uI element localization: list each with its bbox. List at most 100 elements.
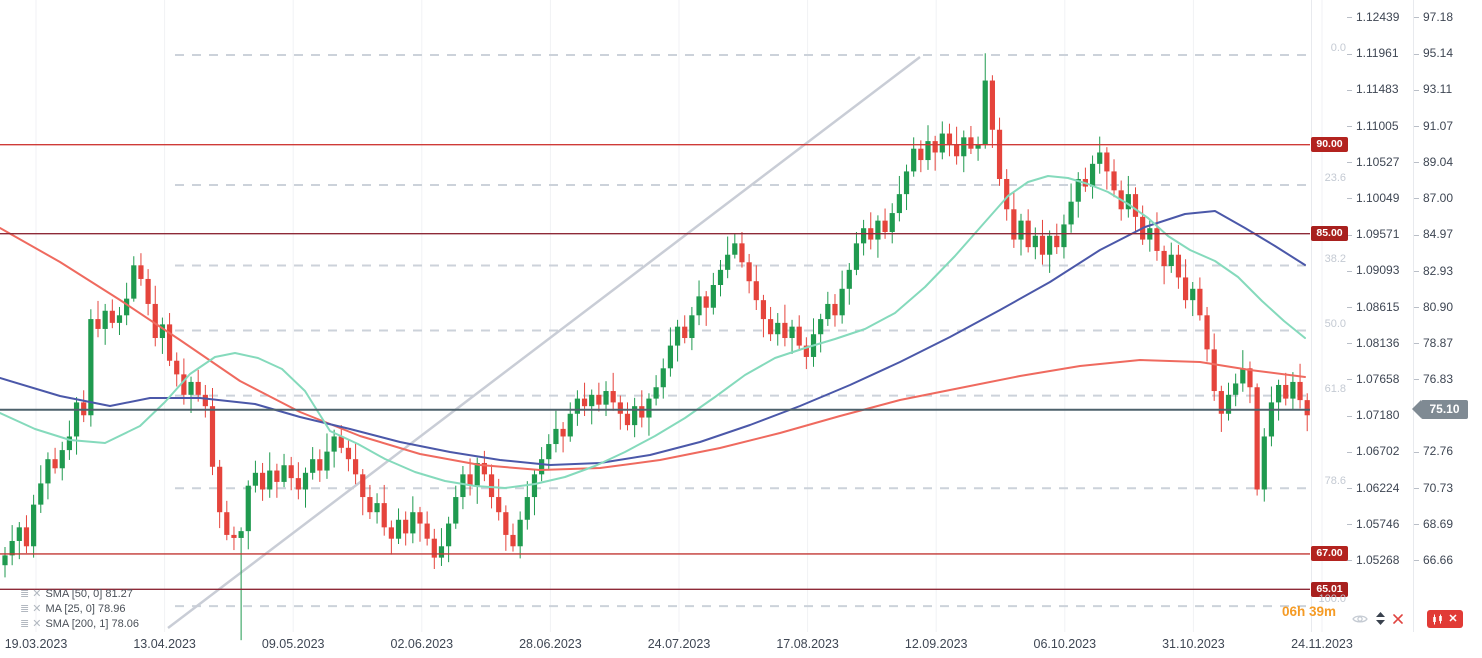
- close-icon[interactable]: ✕: [32, 588, 42, 600]
- candle-body: [789, 326, 795, 339]
- legend-row: ≣ ✕ MA [25, 0] 78.96: [20, 601, 139, 616]
- candle-body: [438, 546, 445, 558]
- candle-body: [1039, 235, 1046, 255]
- candle-body: [653, 387, 659, 399]
- candle-body: [410, 512, 416, 534]
- candle-body: [145, 278, 151, 304]
- candle-body: [209, 406, 216, 467]
- candle-body: [1297, 381, 1303, 401]
- candle-body: [1054, 235, 1060, 248]
- candle-body: [417, 512, 423, 524]
- candle-body: [474, 462, 480, 486]
- settings-icon[interactable]: ≣: [20, 618, 29, 630]
- candle-body: [331, 436, 337, 452]
- candle-body: [624, 413, 631, 426]
- close-icon[interactable]: ✕: [32, 618, 42, 630]
- date-axis-label: 12.09.2023: [904, 637, 968, 651]
- price-axis-tick: 1.07658: [1347, 372, 1399, 386]
- settings-icon[interactable]: ≣: [20, 603, 29, 615]
- candle-body: [195, 381, 201, 395]
- indicator-axis-tick: 89.04: [1414, 155, 1453, 169]
- candle-body: [131, 265, 137, 299]
- candle-body: [1154, 228, 1160, 251]
- candle-body: [567, 413, 573, 437]
- candle-body: [496, 497, 502, 513]
- level-badge[interactable]: 85.00: [1311, 226, 1348, 242]
- candle-body: [1068, 201, 1074, 225]
- candle-body: [9, 540, 15, 556]
- indicator-axis-tick: 97.18: [1414, 10, 1453, 24]
- candle-body: [982, 80, 988, 145]
- candle-body: [181, 374, 187, 395]
- auto-scale-icon[interactable]: [1375, 612, 1386, 625]
- candle-body: [1233, 383, 1239, 395]
- date-axis-label: 02.06.2023: [390, 637, 454, 651]
- candle-body: [660, 368, 666, 388]
- candle-body: [245, 485, 251, 532]
- candle-body: [739, 243, 745, 263]
- candle-body: [66, 436, 72, 451]
- candle-body: [696, 296, 702, 316]
- price-axis-tick: 1.11005: [1347, 119, 1399, 133]
- candle-body: [767, 319, 774, 335]
- indicator-axis-tick: 68.69: [1414, 517, 1453, 531]
- axis-separator: [1311, 0, 1312, 632]
- candle-body: [52, 459, 58, 469]
- price-axis-tick: 1.08615: [1347, 300, 1399, 314]
- date-axis-label: 28.06.2023: [519, 637, 582, 651]
- candle-body: [188, 381, 194, 395]
- candle-body: [95, 319, 101, 329]
- level-badge[interactable]: 90.00: [1311, 137, 1348, 153]
- candle-body: [88, 319, 94, 416]
- candle-body: [59, 450, 65, 469]
- eye-icon[interactable]: [1352, 613, 1368, 625]
- indicator-axis-tick: 70.73: [1414, 481, 1453, 495]
- indicator-axis-tick: 82.93: [1414, 264, 1453, 278]
- candle-body: [324, 451, 330, 471]
- indicator-axis-tick: 91.07: [1414, 119, 1453, 133]
- candle-body: [166, 324, 173, 361]
- price-axis-tick: 1.06702: [1347, 444, 1399, 458]
- candle-body: [674, 326, 681, 346]
- candle-body: [45, 459, 51, 484]
- indicator-axis-tick: 80.90: [1414, 300, 1453, 314]
- candle-body: [467, 474, 473, 486]
- candle-body: [617, 402, 623, 414]
- candle-body: [996, 129, 1003, 179]
- candle-body: [1104, 152, 1110, 172]
- candle-body: [875, 220, 881, 240]
- candle-body: [925, 141, 931, 161]
- close-icon[interactable]: ✕: [32, 603, 42, 615]
- close-icon[interactable]: [1393, 613, 1403, 624]
- candle-body: [889, 213, 895, 232]
- level-badge[interactable]: 65.01: [1311, 581, 1348, 597]
- legend-label: SMA [50, 0] 81.27: [45, 587, 133, 600]
- level-badge[interactable]: 67.00: [1311, 546, 1348, 562]
- candle-body: [73, 402, 80, 437]
- indicator-legend: ≣ ✕ SMA [50, 0] 81.27 ≣ ✕ MA [25, 0] 78.96 ≣ ✕ S…: [20, 586, 139, 631]
- close-icon[interactable]: ✕: [1448, 612, 1458, 625]
- candle-body: [1168, 254, 1174, 267]
- candle-body: [1261, 436, 1267, 490]
- candle-body: [1197, 288, 1203, 316]
- candle-body: [446, 523, 452, 547]
- indicator-axis-tick: 66.66: [1414, 553, 1453, 567]
- candle-body: [488, 474, 495, 498]
- candle-body: [23, 527, 30, 547]
- legend-label: SMA [200, 1] 78.06: [45, 617, 140, 630]
- candle-body: [231, 534, 237, 538]
- date-axis-label: 09.05.2023: [261, 637, 325, 651]
- trendline[interactable]: [167, 56, 921, 629]
- price-axis-tick: 1.05746: [1347, 517, 1399, 531]
- candle-body: [1254, 387, 1260, 490]
- candle-body: [1004, 178, 1010, 210]
- candle-body: [546, 444, 552, 460]
- candle-body: [932, 141, 938, 153]
- fib-level-label: 23.6: [1324, 172, 1346, 185]
- candle-body: [374, 503, 380, 513]
- scale-reset-badge[interactable]: ✕: [1427, 610, 1463, 628]
- settings-icon[interactable]: ≣: [20, 588, 29, 600]
- candle-body: [295, 478, 301, 490]
- price-axis-tick: 1.12439: [1347, 10, 1399, 24]
